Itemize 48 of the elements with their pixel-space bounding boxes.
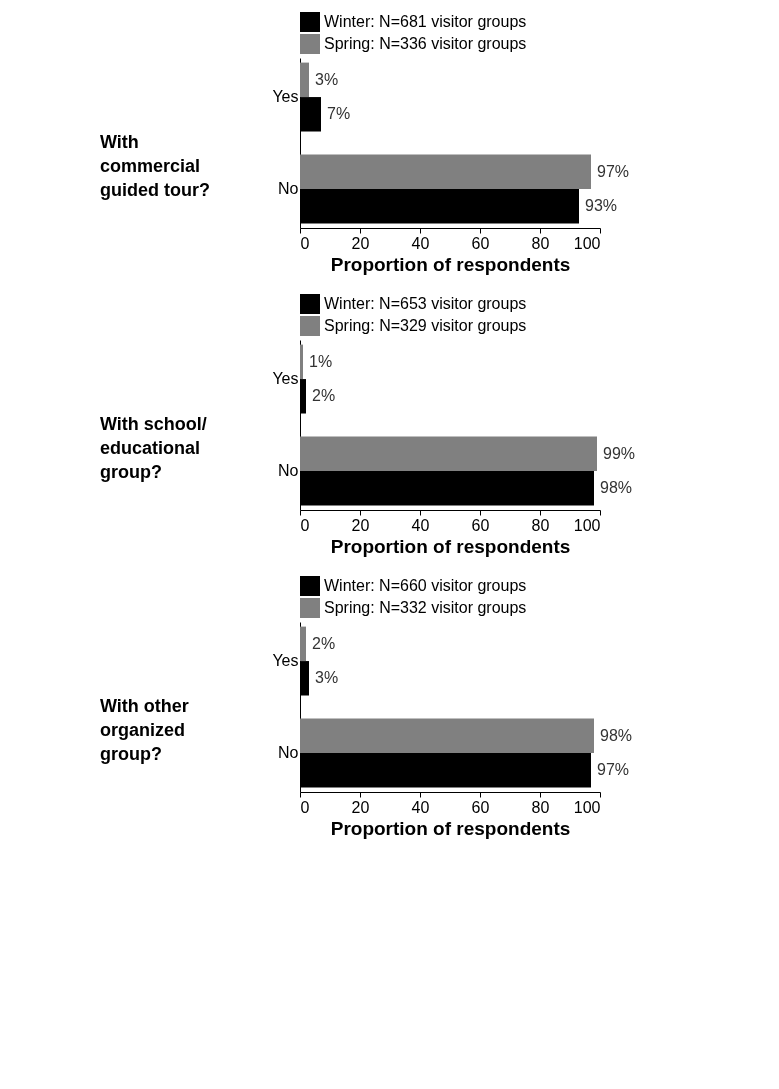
x-axis-title: Proportion of respondents bbox=[330, 535, 571, 557]
data-label: 2% bbox=[312, 387, 336, 405]
y-tick-label: Yes bbox=[272, 652, 299, 670]
legend-label: Winter: N=660 visitor groups bbox=[324, 577, 527, 594]
legend-label: Spring: N=336 visitor groups bbox=[324, 35, 527, 52]
x-tick-label: 80 bbox=[531, 798, 550, 816]
x-tick-label: 80 bbox=[531, 234, 550, 252]
y-tick-label: No bbox=[278, 743, 299, 761]
legend-label: Winter: N=653 visitor groups bbox=[324, 295, 527, 312]
x-tick-label: 20 bbox=[351, 798, 370, 816]
text: With other organized group? bbox=[100, 696, 189, 764]
data-label: 7% bbox=[327, 105, 351, 123]
x-tick-label: 40 bbox=[411, 516, 430, 534]
x-tick-label: 100 bbox=[573, 234, 601, 252]
y-tick-label: No bbox=[278, 179, 299, 197]
x-tick-label: 0 bbox=[300, 516, 310, 534]
text: With commercial guided tour? bbox=[100, 132, 210, 200]
legend-label: Spring: N=329 visitor groups bbox=[324, 317, 527, 334]
y-tick-label: Yes bbox=[272, 370, 299, 388]
data-label: 97% bbox=[597, 162, 630, 180]
x-axis-title: Proportion of respondents bbox=[330, 253, 571, 275]
data-label: 2% bbox=[312, 634, 336, 652]
x-tick-label: 60 bbox=[471, 516, 490, 534]
legend-label: Spring: N=332 visitor groups bbox=[324, 599, 527, 616]
x-tick-label: 0 bbox=[300, 798, 310, 816]
data-label: 93% bbox=[585, 197, 618, 215]
x-tick-label: 100 bbox=[573, 798, 601, 816]
data-label: 3% bbox=[315, 669, 339, 687]
data-label: 3% bbox=[315, 70, 339, 88]
x-tick-label: 60 bbox=[471, 234, 490, 252]
x-axis-title: Proportion of respondents bbox=[330, 817, 571, 839]
y-tick-label: No bbox=[278, 461, 299, 479]
x-tick-label: 20 bbox=[351, 516, 370, 534]
x-tick-label: 20 bbox=[351, 234, 370, 252]
text: With school/ educational group? bbox=[100, 414, 207, 482]
x-tick-label: 0 bbox=[300, 234, 310, 252]
x-tick-label: 40 bbox=[411, 798, 430, 816]
x-tick-label: 100 bbox=[573, 516, 601, 534]
data-label: 98% bbox=[600, 726, 633, 744]
legend-label: Winter: N=681 visitor groups bbox=[324, 13, 527, 30]
x-tick-label: 80 bbox=[531, 516, 550, 534]
data-label: 1% bbox=[309, 352, 333, 370]
x-tick-label: 60 bbox=[471, 798, 490, 816]
data-label: 97% bbox=[597, 761, 630, 779]
x-tick-label: 40 bbox=[411, 234, 430, 252]
y-tick-label: Yes bbox=[272, 88, 299, 106]
data-label: 99% bbox=[603, 444, 636, 462]
data-label: 98% bbox=[600, 479, 633, 497]
